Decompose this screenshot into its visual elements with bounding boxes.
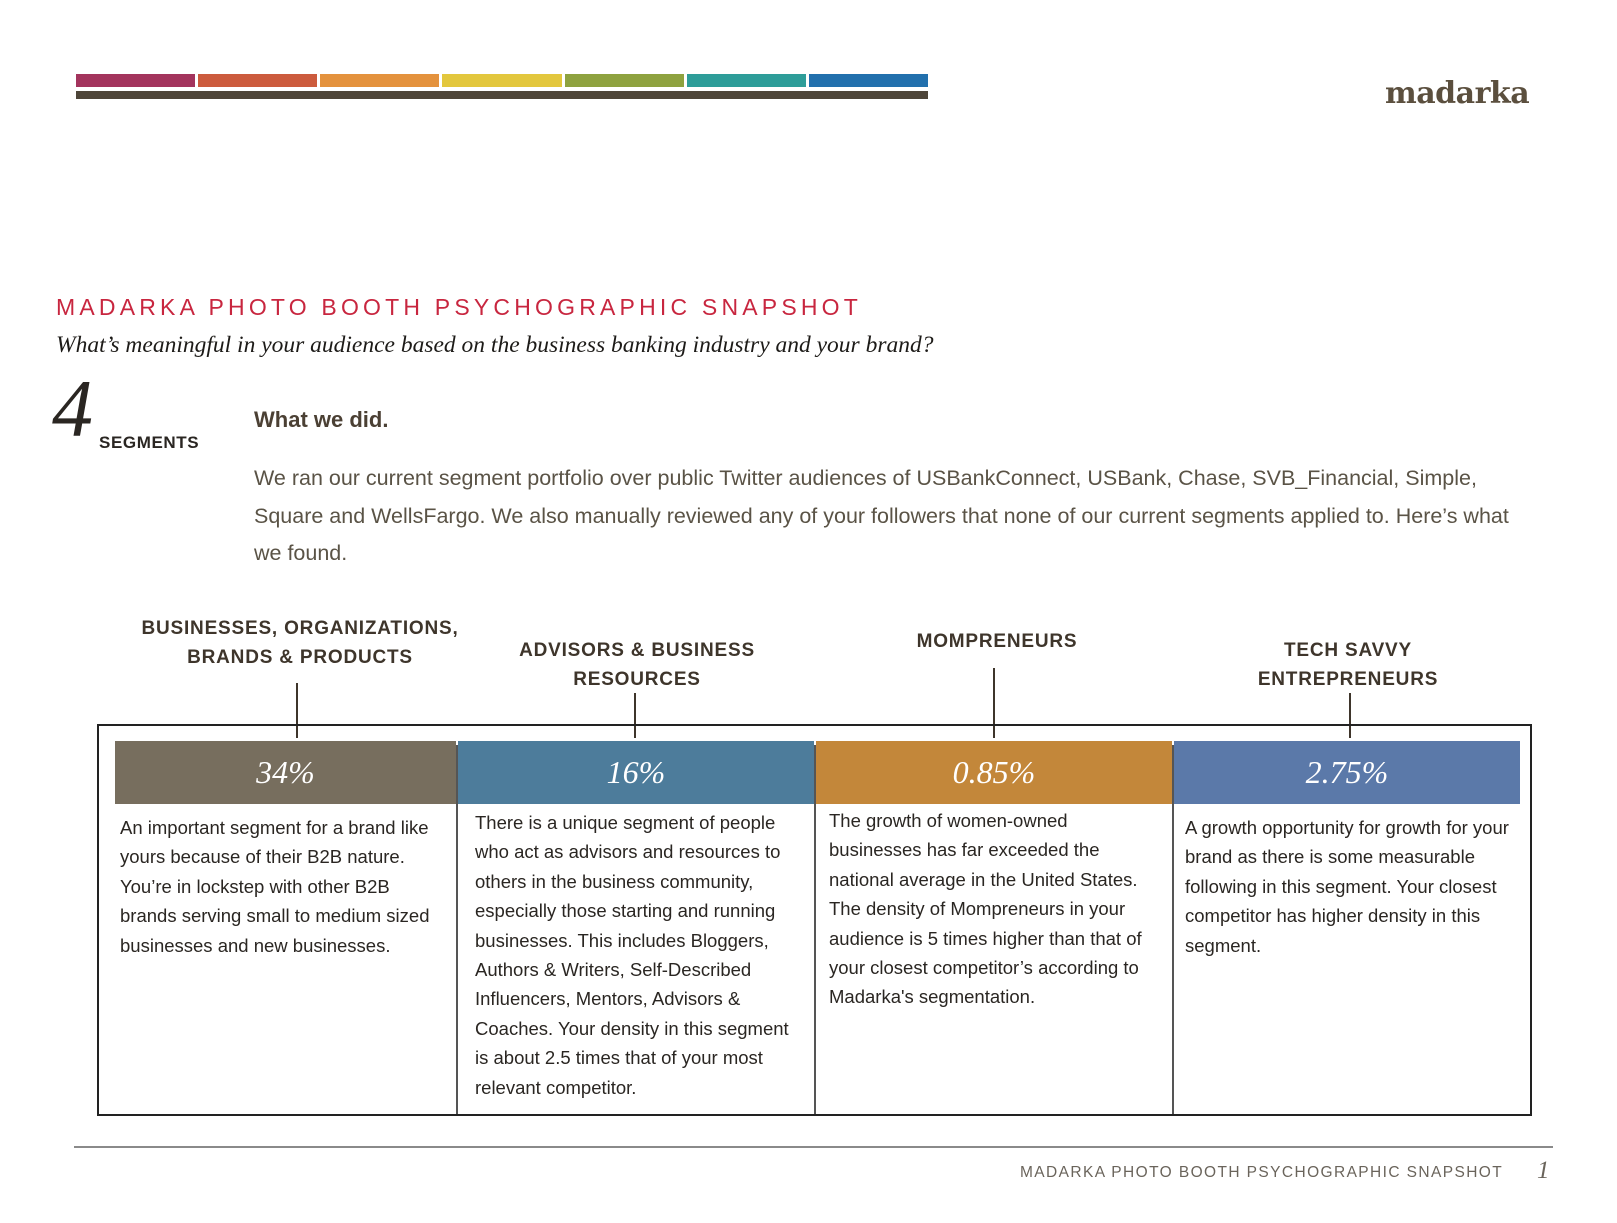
- stripe-underline: [76, 91, 928, 99]
- segment-description-advisors: There is a unique segment of people who …: [475, 812, 789, 1098]
- segment-header-mompreneurs: MOMPRENEURS: [847, 627, 1147, 656]
- color-stripe: [76, 74, 196, 87]
- segment-header-line: BUSINESSES, ORGANIZATIONS,: [141, 618, 459, 639]
- color-stripe: [198, 74, 318, 87]
- page-number: 1: [1537, 1157, 1550, 1184]
- brand-logo: madarka: [1385, 76, 1530, 111]
- intro-paragraph: We ran our current segment portfolio ove…: [254, 466, 1509, 565]
- color-stripe-bar: [76, 74, 928, 87]
- segment-count-label: SEGMENTS: [99, 433, 200, 452]
- column-divider: [814, 745, 816, 1114]
- connector-line: [993, 668, 995, 738]
- connector-line: [1349, 693, 1351, 738]
- color-stripe: [320, 74, 440, 87]
- segment-header-advisors: ADVISORS & BUSINESS RESOURCES: [487, 636, 787, 694]
- segments-table-frame: [97, 724, 1532, 1116]
- segment-header-line: MOMPRENEURS: [916, 631, 1078, 652]
- column-divider: [1172, 745, 1174, 1114]
- color-stripe: [442, 74, 562, 87]
- section-heading: What we did.: [254, 407, 389, 432]
- segment-header-line: ENTREPRENEURS: [1257, 669, 1439, 690]
- segment-percent-advisors: 16%: [458, 741, 814, 804]
- segment-header-line: ADVISORS & BUSINESS: [519, 640, 755, 661]
- segment-percent-businesses: 34%: [115, 741, 456, 804]
- connector-line: [296, 683, 298, 738]
- segment-header-tech-savvy: TECH SAVVY ENTREPRENEURS: [1198, 636, 1498, 694]
- color-stripe: [686, 74, 806, 87]
- color-stripe: [564, 74, 684, 87]
- page-title: MADARKA PHOTO BOOTH PSYCHOGRAPHIC SNAPSH…: [56, 294, 863, 320]
- segment-header-line: TECH SAVVY: [1283, 640, 1412, 661]
- connector-line: [634, 693, 636, 738]
- segment-count: 4: [52, 363, 93, 454]
- segment-description-mompreneurs: The growth of women-owned businesses has…: [829, 810, 1142, 1008]
- footer-title: MADARKA PHOTO BOOTH PSYCHOGRAPHIC SNAPSH…: [1020, 1164, 1504, 1181]
- page-subtitle: What’s meaningful in your audience based…: [56, 332, 934, 358]
- color-stripe: [808, 74, 928, 87]
- segment-description-businesses: An important segment for a brand like yo…: [120, 817, 430, 956]
- segment-description-tech-savvy: A growth opportunity for growth for your…: [1185, 817, 1509, 956]
- segment-percent-tech-savvy: 2.75%: [1174, 741, 1520, 804]
- segment-header-businesses: BUSINESSES, ORGANIZATIONS, BRANDS & PROD…: [110, 614, 490, 672]
- footer-rule: [74, 1146, 1553, 1148]
- column-divider: [456, 745, 458, 1114]
- segment-header-line: RESOURCES: [573, 669, 701, 690]
- segment-header-line: BRANDS & PRODUCTS: [187, 647, 413, 668]
- segment-percent-mompreneurs: 0.85%: [816, 741, 1172, 804]
